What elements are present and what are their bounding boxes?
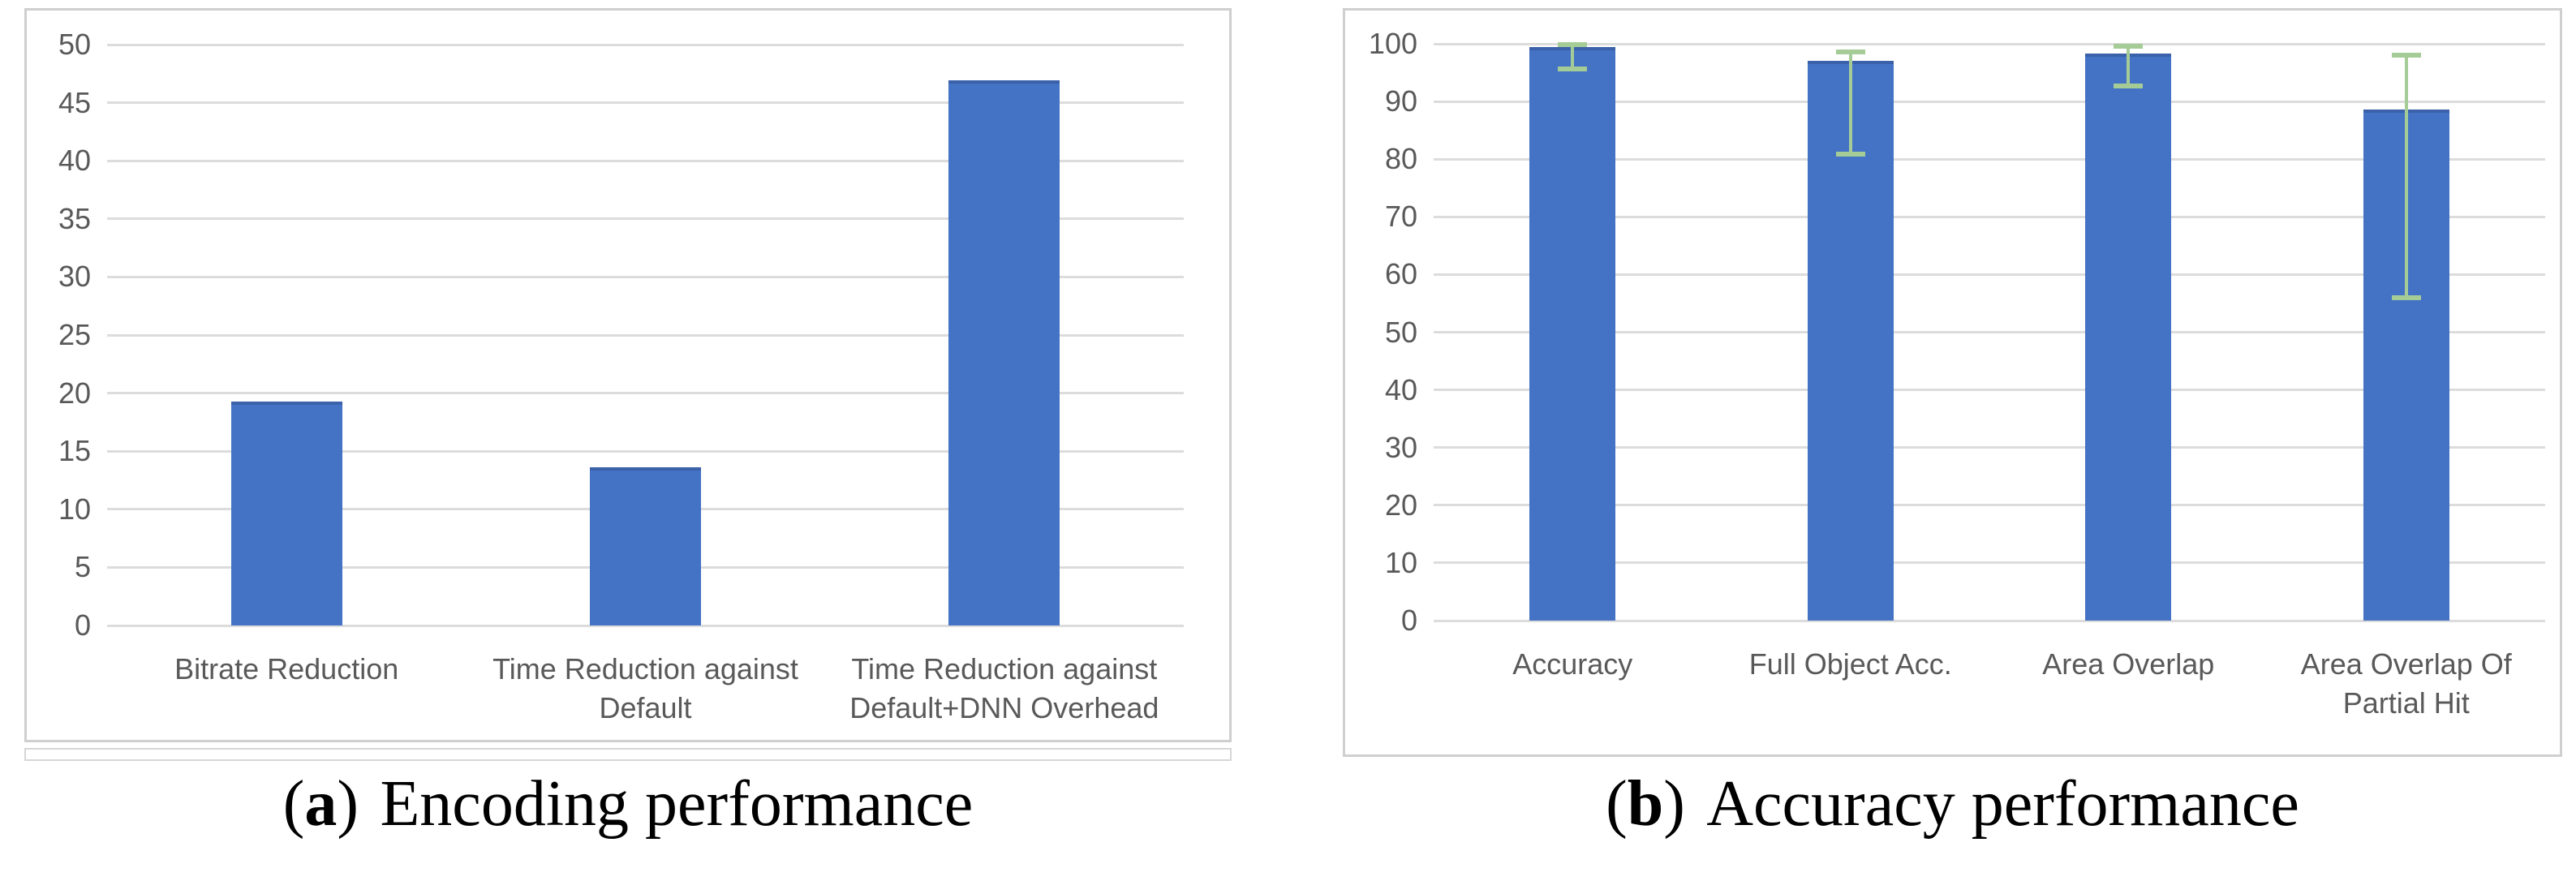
error-bar-cap-bottom <box>2391 295 2421 301</box>
y-axis-tick-label: 70 <box>1384 200 1417 234</box>
gridline <box>107 159 1184 162</box>
x-axis-category-label-line: Accuracy <box>1512 647 1633 681</box>
x-axis-category-label-line: Bitrate Reduction <box>174 652 399 685</box>
gridline <box>1434 619 2545 622</box>
error-bar-cap-bottom <box>1835 151 1865 157</box>
y-axis-tick-label: 30 <box>58 260 91 294</box>
gridline <box>107 333 1184 337</box>
x-axis-category-label: Area Overlap <box>1989 645 2268 684</box>
y-axis-tick-label: 100 <box>1368 27 1417 60</box>
y-axis-tick-label: 40 <box>58 144 91 178</box>
error-bar <box>2114 44 2144 88</box>
y-axis-tick-label: 20 <box>1384 488 1417 522</box>
x-axis-category-label: Full Object Acc. <box>1712 645 1990 684</box>
caption-b-close-paren: ) <box>1663 768 1685 840</box>
error-bar-line <box>1571 41 1575 72</box>
caption-a-text: Encoding performance <box>380 768 974 840</box>
caption-a: (a) Encoding performance <box>24 767 1232 841</box>
gridline <box>107 624 1184 627</box>
y-axis-tick-label: 25 <box>58 318 91 351</box>
panel-a-baseline-strip <box>24 748 1232 761</box>
bar-chart-accuracy-performance: 0 10 20 30 40 50 60 70 80 90 100 Accuracy Full Objec… <box>1345 11 2560 754</box>
error-bar-cap-top <box>2114 44 2144 49</box>
caption-a-close-paren: ) <box>337 768 359 840</box>
bar-Time Reduction against Default <box>589 467 702 625</box>
error-bar-cap-top <box>1558 41 1588 47</box>
x-axis-category-label-line: Full Object Acc. <box>1748 647 1952 681</box>
gridline <box>1434 331 2545 333</box>
x-axis-category-label-line: Time Reduction against <box>851 652 1158 685</box>
y-axis-tick-label: 45 <box>58 85 91 119</box>
error-bar <box>1835 49 1865 157</box>
y-axis-tick-label: 10 <box>58 492 91 526</box>
x-axis-category-label-line: Time Reduction against <box>492 652 798 685</box>
x-axis-category-label: Bitrate Reduction <box>107 650 466 689</box>
error-bar-cap-top <box>1835 49 1865 55</box>
gridline <box>1434 157 2545 161</box>
y-axis-tick-label: 5 <box>74 550 91 584</box>
error-bar-cap-bottom <box>1558 67 1588 72</box>
error-bar-line <box>1848 49 1852 157</box>
gridline <box>1434 42 2545 45</box>
error-bar <box>2391 53 2421 301</box>
gridline <box>1434 446 2545 449</box>
y-axis-tick-label: 50 <box>58 28 91 61</box>
chart-panel-accuracy-performance: 0 10 20 30 40 50 60 70 80 90 100 Accuracy Full Objec… <box>1343 8 2562 757</box>
bar-Accuracy <box>1529 47 1616 621</box>
y-axis-tick-label: 0 <box>74 608 91 642</box>
x-axis-category-label: Accuracy <box>1434 645 1712 684</box>
error-bar-cap-top <box>2391 53 2421 58</box>
caption-b-marker: b <box>1627 768 1664 840</box>
bar-chart-encoding-performance: 0 5 10 15 20 25 30 35 40 45 50 Bitrate Reduction Tim… <box>27 11 1229 740</box>
x-axis-category-label-line: Default <box>599 691 692 724</box>
x-axis-category-label-line: Area Overlap Of <box>2300 647 2512 681</box>
y-axis-tick-label: 60 <box>1384 257 1417 291</box>
gridline <box>1434 273 2545 276</box>
x-axis-category-label: Time Reduction against Default+DNN Overhe… <box>825 650 1184 728</box>
caption-b: (b) Accuracy performance <box>1343 767 2562 841</box>
y-axis-tick-label: 10 <box>1384 545 1417 579</box>
y-axis-tick-label: 50 <box>1384 315 1417 349</box>
y-axis-tick-label: 90 <box>1384 84 1417 118</box>
x-axis-category-label-line: Default+DNN Overhead <box>849 691 1159 724</box>
gridline <box>107 217 1184 221</box>
gridline <box>1434 100 2545 103</box>
x-axis-category-label: Area Overlap Of Partial Hit <box>2268 645 2546 723</box>
y-axis-tick-label: 35 <box>58 201 91 235</box>
gridline <box>1434 504 2545 507</box>
y-axis-tick-label: 15 <box>58 434 91 468</box>
y-axis-tick-label: 20 <box>58 376 91 410</box>
bar-Time Reduction against Default+DNN Overhead <box>948 80 1060 625</box>
y-axis-tick-label: 30 <box>1384 430 1417 464</box>
y-axis-tick-label: 80 <box>1384 142 1417 176</box>
gridline <box>107 275 1184 278</box>
caption-b-text: Accuracy performance <box>1706 768 2299 840</box>
caption-b-open-paren: ( <box>1606 768 1628 840</box>
gridline <box>107 43 1184 46</box>
x-axis-category-label-line: Area Overlap <box>2042 647 2215 681</box>
bar-Bitrate Reduction <box>230 401 342 625</box>
error-bar-line <box>2404 53 2408 301</box>
y-axis-tick-label: 40 <box>1384 372 1417 406</box>
bar-Area Overlap <box>2085 54 2172 621</box>
x-axis-category-label-line: Partial Hit <box>2342 686 2470 720</box>
gridline <box>107 449 1184 453</box>
caption-a-marker: a <box>304 768 338 840</box>
gridline <box>107 101 1184 105</box>
caption-a-open-paren: ( <box>282 768 305 840</box>
error-bar <box>1558 41 1588 72</box>
gridline <box>1434 561 2545 565</box>
error-bar-line <box>2127 44 2131 88</box>
gridline <box>1434 389 2545 392</box>
x-axis-category-label: Time Reduction against Default <box>466 650 824 728</box>
gridline <box>107 392 1184 395</box>
gridline <box>1434 215 2545 218</box>
error-bar-cap-bottom <box>2114 83 2144 88</box>
chart-panel-encoding-performance: 0 5 10 15 20 25 30 35 40 45 50 Bitrate Reduction Tim… <box>24 8 1232 742</box>
y-axis-tick-label: 0 <box>1400 604 1417 637</box>
